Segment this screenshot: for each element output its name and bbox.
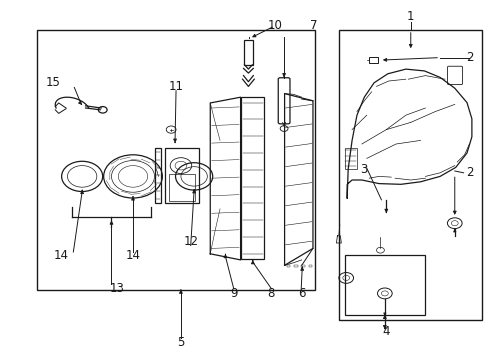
Text: 5: 5	[177, 336, 184, 348]
Text: 4: 4	[382, 325, 389, 338]
Text: 6: 6	[298, 287, 305, 300]
Text: 8: 8	[267, 287, 275, 300]
Bar	[338, 30, 481, 320]
Bar	[368, 57, 377, 63]
Text: 2: 2	[465, 51, 472, 64]
Bar	[165, 148, 198, 203]
Text: 2: 2	[465, 166, 472, 179]
Bar	[244, 40, 252, 65]
Bar	[37, 30, 314, 290]
Text: 1: 1	[406, 10, 414, 23]
Text: 9: 9	[229, 287, 237, 300]
Bar	[168, 174, 194, 201]
Bar	[293, 265, 297, 267]
Text: 11: 11	[168, 80, 183, 93]
Bar	[308, 265, 312, 267]
Text: 14: 14	[54, 249, 69, 262]
Bar	[301, 265, 305, 267]
Bar	[286, 265, 290, 267]
Bar	[344, 148, 356, 169]
Bar	[241, 97, 264, 259]
Bar	[155, 148, 161, 203]
Text: 15: 15	[45, 76, 60, 89]
Text: 12: 12	[183, 235, 198, 248]
Bar	[345, 255, 424, 315]
Text: 10: 10	[267, 19, 282, 32]
Text: 13: 13	[110, 282, 124, 294]
Text: 3: 3	[360, 163, 367, 176]
Text: 14: 14	[125, 249, 140, 262]
Text: 7: 7	[309, 19, 317, 32]
